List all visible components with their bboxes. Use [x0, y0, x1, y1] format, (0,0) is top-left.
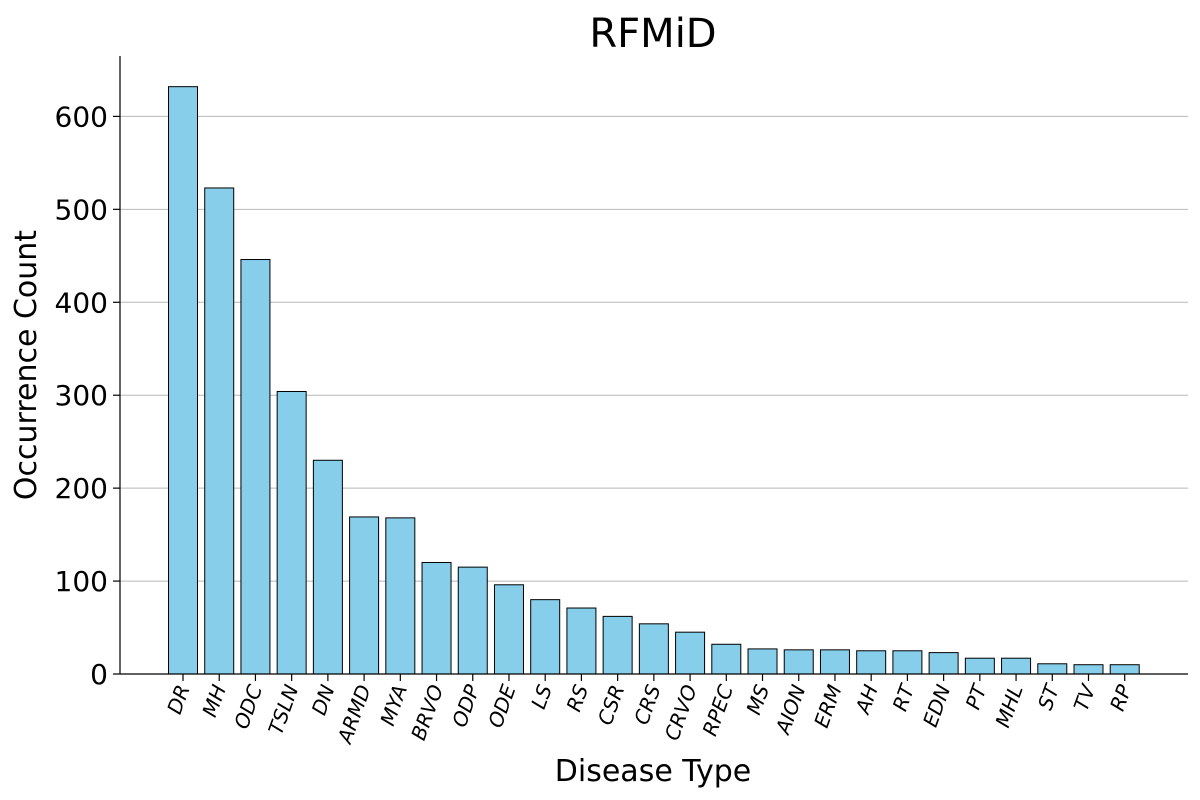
- x-tick-label-rs: RS: [561, 681, 593, 714]
- x-tick-label-brvo: BRVO: [406, 682, 448, 744]
- bar-pt: [964, 657, 995, 675]
- x-tick-label-aion: AION: [770, 681, 810, 738]
- bar-rs: [566, 607, 597, 675]
- bar-tsln: [276, 390, 307, 675]
- bar-odp: [457, 566, 488, 675]
- bar-aion: [783, 649, 814, 675]
- bar-rpec: [711, 643, 742, 675]
- y-tick-label: 400: [55, 286, 108, 319]
- bar-dr: [168, 86, 198, 675]
- x-tick-label-rpec: RPEC: [697, 681, 738, 739]
- bar-mh: [204, 187, 235, 675]
- bar-erm: [819, 649, 850, 675]
- chart-title: RFMiD: [589, 11, 716, 57]
- x-tick-label-ls: LS: [526, 681, 557, 712]
- y-axis-title: Occurrence Count: [9, 230, 44, 500]
- y-tick-label: 200: [55, 472, 108, 505]
- y-tick-label: 300: [55, 379, 108, 412]
- x-tick-label-pt: PT: [961, 680, 992, 713]
- bar-ah: [856, 650, 887, 675]
- y-tick-label: 100: [55, 565, 108, 598]
- x-tick-label-erm: ERM: [809, 682, 847, 731]
- bars: [168, 86, 1140, 675]
- bar-crs: [638, 623, 669, 675]
- x-tick-label-edn: EDN: [918, 681, 955, 730]
- x-tick-label-odp: ODP: [447, 681, 485, 731]
- x-tick-label-crs: CRS: [629, 681, 666, 728]
- bar-dn: [312, 459, 343, 675]
- bar-mhl: [1001, 657, 1032, 675]
- y-tick-label: 500: [55, 193, 108, 226]
- x-tick-label-mhl: MHL: [990, 682, 1027, 731]
- bar-armd: [349, 516, 380, 675]
- x-tick-label-crvo: CRVO: [660, 682, 702, 744]
- x-tick-label-csr: CSR: [593, 682, 630, 729]
- bar-ms: [747, 648, 778, 675]
- bar-st: [1037, 663, 1068, 675]
- x-tick-label-tv: TV: [1069, 680, 1101, 714]
- bar-mya: [385, 517, 416, 675]
- x-tick-label-rp: RP: [1105, 681, 1137, 714]
- x-tick-label-dr: DR: [162, 682, 195, 718]
- bar-ls: [530, 599, 561, 675]
- x-tick-label-st: ST: [1033, 680, 1065, 713]
- x-tick-label-tsln: TSLN: [263, 681, 303, 737]
- x-tick-label-odc: ODC: [229, 681, 267, 732]
- bar-edn: [928, 652, 959, 675]
- x-axis-title: Disease Type: [555, 754, 751, 789]
- x-tick-label-mya: MYA: [375, 682, 412, 729]
- bar-tv: [1073, 664, 1104, 675]
- bar-csr: [602, 615, 633, 675]
- bar-odc: [240, 259, 271, 675]
- bar-crvo: [675, 631, 706, 675]
- bar-ode: [493, 584, 524, 675]
- y-tick-labels: 0 100 200 300 400 500 600: [55, 100, 120, 691]
- x-tick-label-ah: AH: [850, 682, 883, 719]
- x-tick-label-ms: MS: [741, 681, 774, 718]
- x-tick-label-mh: MH: [197, 682, 231, 721]
- bar-brvo: [421, 561, 452, 675]
- y-tick-label: 600: [55, 100, 108, 133]
- y-tick-label: 0: [90, 658, 108, 691]
- x-tick-label-rt: RT: [888, 680, 920, 714]
- bar-rp: [1109, 664, 1140, 675]
- bar-rt: [892, 650, 923, 675]
- x-tick-label-dn: DN: [307, 681, 340, 718]
- x-tick-label-ode: ODE: [483, 681, 521, 731]
